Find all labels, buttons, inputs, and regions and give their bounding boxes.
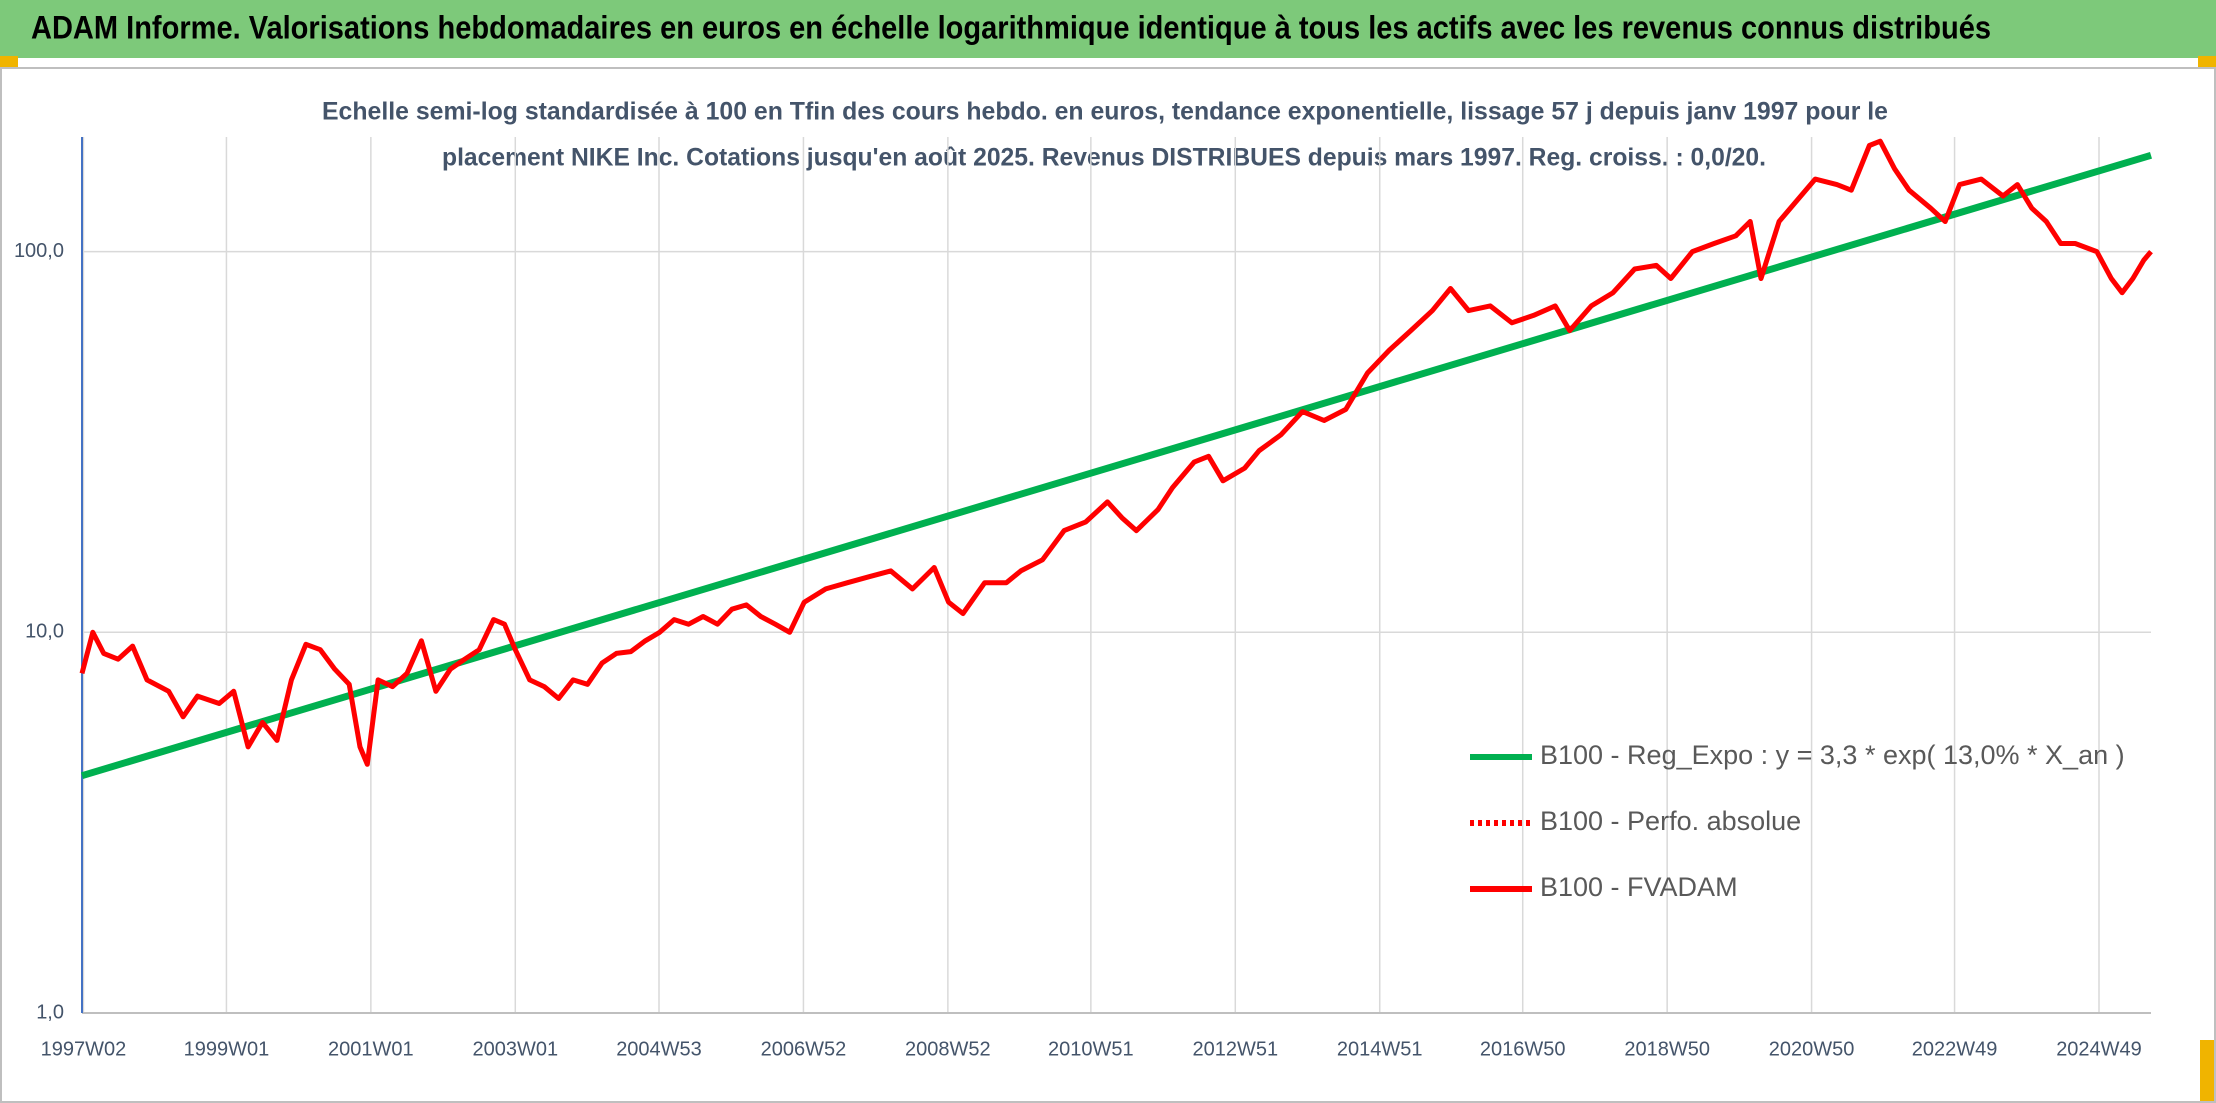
x-tick-label: 2022W49 bbox=[1912, 1038, 1998, 1060]
x-tick-label: 2020W50 bbox=[1769, 1038, 1855, 1060]
x-tick-label: 2014W51 bbox=[1337, 1038, 1423, 1060]
legend-label: B100 - Reg_Expo : y = 3,3 * exp( 13,0% *… bbox=[1540, 740, 2125, 770]
corner bbox=[0, 56, 18, 68]
x-tick-label: 2003W01 bbox=[472, 1038, 558, 1060]
x-tick-label: 2018W50 bbox=[1624, 1038, 1710, 1060]
legend-label: B100 - Perfo. absolue bbox=[1540, 806, 1801, 836]
x-tick-label: 1999W01 bbox=[184, 1038, 270, 1060]
title-bar bbox=[0, 0, 2216, 58]
x-tick-label: 2024W49 bbox=[2056, 1038, 2142, 1060]
series-line bbox=[79, 138, 2153, 767]
x-tick-label: 2004W53 bbox=[616, 1038, 702, 1060]
series-line bbox=[80, 151, 2153, 780]
corner bbox=[2198, 56, 2216, 68]
frame bbox=[0, 67, 2216, 1103]
chart-subtitle: Echelle semi-log standardisée à 100 en T… bbox=[322, 98, 1888, 126]
corner bbox=[2200, 1040, 2216, 1103]
y-tick-label: 100,0 bbox=[14, 240, 64, 262]
x-tick-label: 2016W50 bbox=[1480, 1038, 1566, 1060]
y-tick-label: 1,0 bbox=[36, 1001, 64, 1023]
x-tick-label: 2001W01 bbox=[328, 1038, 414, 1060]
chart-subtitle: placement NIKE Inc. Cotations jusqu'en a… bbox=[442, 144, 1766, 172]
x-tick-label: 2008W52 bbox=[905, 1038, 991, 1060]
legend-label: B100 - FVADAM bbox=[1540, 872, 1738, 902]
y-tick-label: 10,0 bbox=[25, 621, 64, 643]
chart-title: ADAM Informe. Valorisations hebdomadaire… bbox=[31, 9, 1991, 45]
x-tick-label: 2006W52 bbox=[761, 1038, 847, 1060]
x-tick-label: 1997W02 bbox=[41, 1038, 127, 1060]
x-tick-label: 2012W51 bbox=[1192, 1038, 1278, 1060]
x-tick-label: 2010W51 bbox=[1048, 1038, 1134, 1060]
